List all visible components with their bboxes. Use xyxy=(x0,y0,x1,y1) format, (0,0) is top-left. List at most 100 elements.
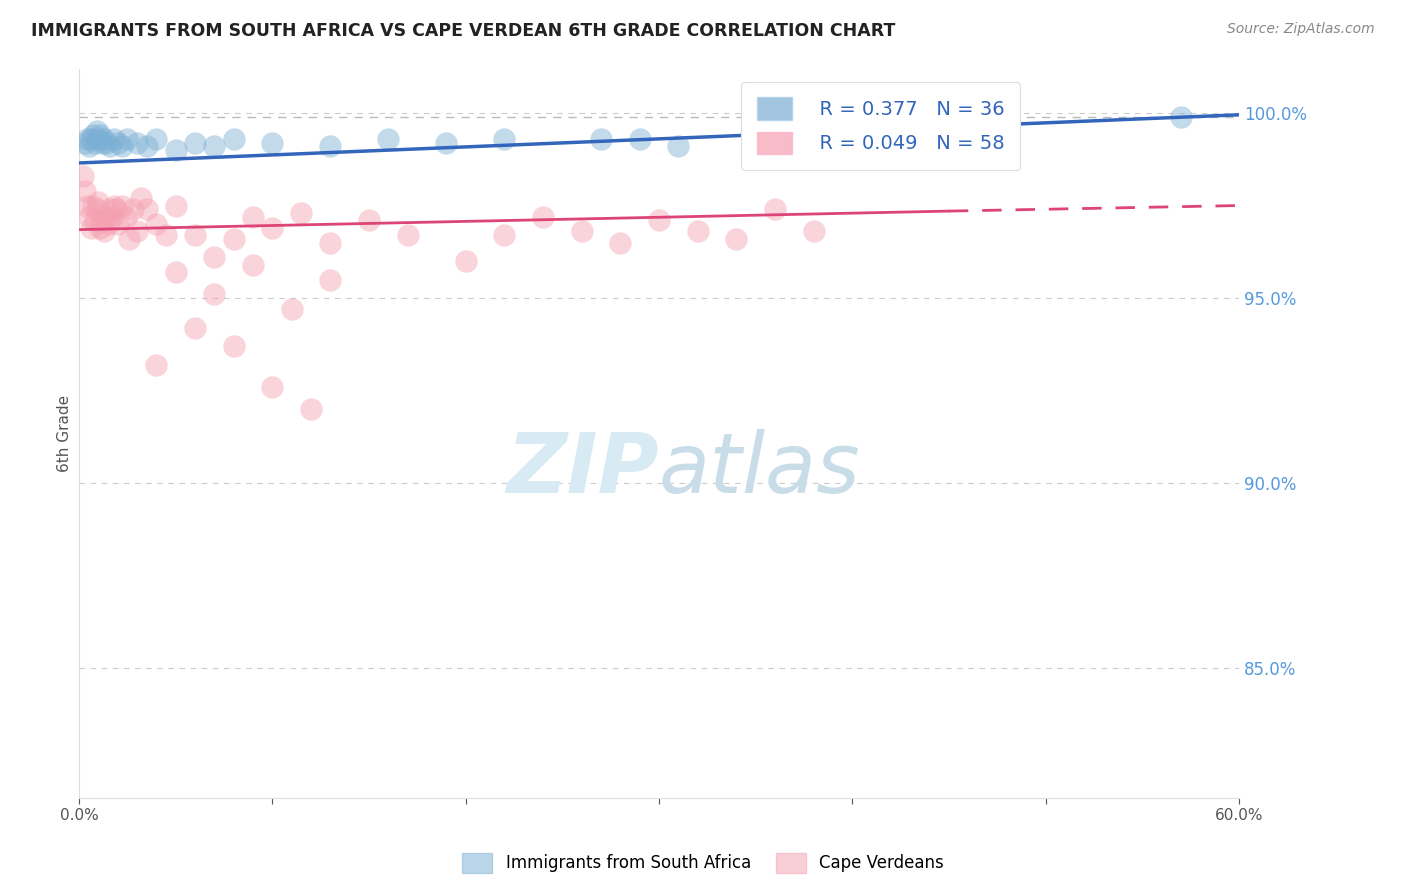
Point xyxy=(93,132,115,146)
Point xyxy=(82,198,104,212)
Text: atlas: atlas xyxy=(659,429,860,510)
Point xyxy=(648,213,671,227)
Point xyxy=(155,228,177,243)
Point xyxy=(127,224,149,238)
Point xyxy=(87,132,110,146)
Point xyxy=(222,132,245,146)
Point xyxy=(145,132,167,146)
Point xyxy=(204,251,226,265)
Point xyxy=(127,136,149,150)
Point xyxy=(803,224,825,238)
Point xyxy=(841,132,863,146)
Point xyxy=(744,128,766,143)
Point xyxy=(204,139,226,153)
Point xyxy=(135,202,157,217)
Point xyxy=(118,232,141,246)
Point xyxy=(222,232,245,246)
Point xyxy=(97,217,120,231)
Point xyxy=(135,139,157,153)
Point xyxy=(165,143,187,157)
Point xyxy=(73,184,96,198)
Point xyxy=(725,232,748,246)
Point xyxy=(628,132,651,146)
Y-axis label: 6th Grade: 6th Grade xyxy=(58,395,72,472)
Legend:   R = 0.377   N = 36,   R = 0.049   N = 58: R = 0.377 N = 36, R = 0.049 N = 58 xyxy=(741,82,1021,169)
Point xyxy=(107,136,129,150)
Point xyxy=(434,136,457,150)
Point xyxy=(86,124,108,138)
Point xyxy=(98,139,121,153)
Point xyxy=(89,220,111,235)
Point xyxy=(184,228,207,243)
Point xyxy=(319,139,342,153)
Point xyxy=(165,198,187,212)
Point xyxy=(299,402,322,417)
Point xyxy=(280,302,302,317)
Point xyxy=(77,139,100,153)
Point xyxy=(82,128,104,143)
Point xyxy=(87,194,110,209)
Point xyxy=(666,139,689,153)
Text: Source: ZipAtlas.com: Source: ZipAtlas.com xyxy=(1227,22,1375,37)
Point xyxy=(103,132,125,146)
Point xyxy=(319,235,342,250)
Point xyxy=(262,136,284,150)
Point xyxy=(107,217,129,231)
Point xyxy=(86,202,108,217)
Text: ZIP: ZIP xyxy=(506,429,659,510)
Point xyxy=(763,202,786,217)
Point xyxy=(686,224,709,238)
Point xyxy=(204,287,226,301)
Point xyxy=(73,136,96,150)
Point xyxy=(103,198,125,212)
Point xyxy=(96,136,118,150)
Point xyxy=(114,210,136,224)
Point xyxy=(129,191,152,205)
Point xyxy=(145,217,167,231)
Point xyxy=(83,213,105,227)
Point xyxy=(184,136,207,150)
Legend: Immigrants from South Africa, Cape Verdeans: Immigrants from South Africa, Cape Verde… xyxy=(456,847,950,880)
Point xyxy=(111,198,134,212)
Point xyxy=(89,128,111,143)
Point xyxy=(80,220,103,235)
Point xyxy=(83,136,105,150)
Point xyxy=(531,210,554,224)
Point xyxy=(80,132,103,146)
Point xyxy=(111,139,134,153)
Point xyxy=(494,132,516,146)
Point xyxy=(357,213,380,227)
Point xyxy=(803,132,825,146)
Point xyxy=(571,224,593,238)
Point xyxy=(242,210,264,224)
Point xyxy=(609,235,631,250)
Point xyxy=(494,228,516,243)
Point xyxy=(104,202,127,217)
Point xyxy=(101,210,124,224)
Point xyxy=(262,220,284,235)
Point xyxy=(93,224,115,238)
Point xyxy=(290,206,312,220)
Point xyxy=(145,358,167,372)
Point xyxy=(222,339,245,353)
Point xyxy=(122,202,145,217)
Point xyxy=(76,198,98,212)
Point xyxy=(165,265,187,279)
Point xyxy=(117,132,139,146)
Point xyxy=(91,136,114,150)
Point xyxy=(98,202,121,217)
Point xyxy=(77,210,100,224)
Point xyxy=(319,272,342,286)
Point xyxy=(72,169,94,183)
Point xyxy=(454,254,477,268)
Point xyxy=(96,210,118,224)
Point xyxy=(91,213,114,227)
Point xyxy=(589,132,612,146)
Point xyxy=(377,132,399,146)
Point xyxy=(1170,110,1192,124)
Point xyxy=(76,132,98,146)
Point xyxy=(262,380,284,394)
Point xyxy=(396,228,419,243)
Point xyxy=(242,258,264,272)
Text: IMMIGRANTS FROM SOUTH AFRICA VS CAPE VERDEAN 6TH GRADE CORRELATION CHART: IMMIGRANTS FROM SOUTH AFRICA VS CAPE VER… xyxy=(31,22,896,40)
